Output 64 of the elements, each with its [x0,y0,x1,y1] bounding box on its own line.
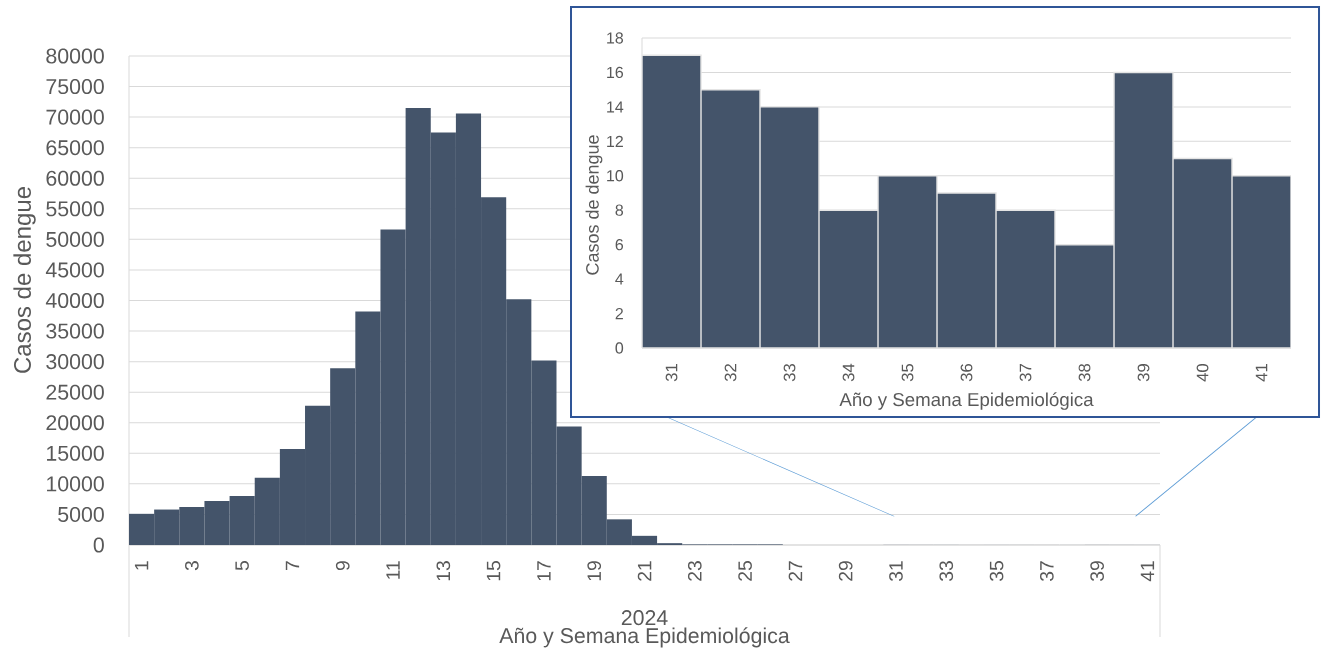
y-tick-label: 60000 [46,170,104,186]
x-tick-label: 35 [901,363,914,382]
y-tick-label: 6 [615,239,624,251]
y-tick-label: 25000 [46,384,104,400]
x-tick-label: 33 [939,561,954,582]
x-tick-label: 31 [889,561,903,582]
y-tick-label: 40000 [45,292,104,309]
x-tick-label: 9 [335,561,350,571]
x-tick-label: 21 [637,561,652,581]
x-tick-label: 34 [842,363,855,382]
y-tick-label: 70000 [46,109,104,125]
x-tick-label: 11 [386,561,400,579]
y-tick-label: 4 [615,273,624,285]
x-tick-label: 39 [1090,561,1104,582]
y-tick-label: 50000 [46,231,104,247]
x-tick-label: 37 [1040,561,1054,582]
y-tick-label: 65000 [46,140,104,156]
y-tick-label: 15000 [47,445,104,461]
y-tick-label: 5000 [58,506,104,522]
x-tick-label: 39 [1137,364,1150,382]
x-tick-label: 15 [486,561,501,581]
x-tick-label: 41 [1140,561,1155,582]
y-tick-label: 75000 [46,79,104,95]
y-tick-label: 8 [615,204,624,216]
text: 2024 [621,610,668,626]
x-tick-label: 1 [134,561,149,570]
x-tick-label: 23 [687,561,702,581]
x-tick-label: 33 [783,364,796,382]
x-tick-label: 29 [838,561,853,581]
x-tick-label: 19 [587,561,602,581]
x-tick-label: 37 [1019,364,1032,382]
y-axis-title: Casos de dengue [13,187,36,373]
x-tick-label: 31 [665,364,678,382]
y-tick-label: 30000 [46,354,104,370]
y-tick-label: 20000 [46,415,104,431]
y-tick-label: 18 [607,32,624,44]
y-tick-label: 10 [607,170,624,182]
y-axis-title: Casos de dengue [585,135,603,275]
y-tick-label: 2 [615,307,623,320]
y-tick-label: 55000 [46,201,104,217]
x-tick-label: 17 [537,561,551,581]
y-tick-label: 0 [93,537,104,553]
x-tick-label: 3 [185,561,199,571]
x-tick-label: 7 [285,561,300,571]
x-tick-label: 13 [436,561,451,581]
y-tick-label: 14 [607,101,624,113]
x-tick-label: 25 [738,561,752,581]
y-tick-label: 0 [615,342,624,354]
y-tick-label: 12 [607,135,623,147]
x-tick-label: 41 [1255,364,1268,382]
y-tick-label: 16 [607,66,624,79]
y-tick-label: 80000 [46,48,104,64]
x-tick-label: 40 [1196,363,1209,382]
y-tick-label: 35000 [46,323,104,339]
x-tick-label: 27 [788,561,803,581]
x-tick-label: 36 [960,364,973,382]
x-tick-label: 5 [235,561,249,571]
x-axis-title: Año y Semana Epidemiológica [499,627,790,648]
y-tick-label: 45000 [45,262,104,278]
x-tick-label: 32 [724,364,737,382]
x-tick-label: 35 [989,561,1004,582]
x-axis-title: Año y Semana Epidemiológica [839,392,1094,410]
x-tick-label: 38 [1078,363,1091,382]
y-tick-label: 10000 [47,476,104,492]
